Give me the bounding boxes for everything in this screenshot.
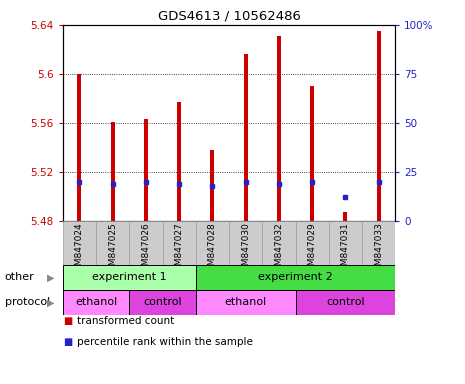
Bar (77, 74, 81, 221)
Text: control: control (326, 297, 365, 308)
Text: ethanol: ethanol (75, 297, 117, 308)
Text: GSM847032: GSM847032 (274, 222, 283, 277)
Text: experiment 1: experiment 1 (92, 272, 166, 283)
Text: GSM847027: GSM847027 (175, 222, 184, 277)
Bar (63, 221, 96, 265)
Text: GSM847025: GSM847025 (108, 222, 117, 277)
Text: GSM847028: GSM847028 (208, 222, 217, 277)
Text: GSM847031: GSM847031 (341, 222, 350, 277)
Text: other: other (5, 272, 34, 283)
Text: ■: ■ (63, 316, 72, 326)
Bar (262, 221, 295, 265)
Bar (177, 102, 181, 221)
Bar (210, 150, 214, 221)
Bar (196, 290, 296, 315)
Text: GSM847024: GSM847024 (75, 222, 84, 277)
Bar (296, 290, 395, 315)
Text: ethanol: ethanol (225, 297, 267, 308)
Bar (144, 119, 148, 221)
Bar (377, 31, 381, 221)
Bar (329, 221, 362, 265)
Bar (96, 221, 129, 265)
Title: GDS4613 / 10562486: GDS4613 / 10562486 (158, 9, 300, 22)
Bar (129, 290, 196, 315)
Bar (296, 221, 329, 265)
Bar (163, 221, 196, 265)
Text: GSM847026: GSM847026 (141, 222, 150, 277)
Text: GSM847030: GSM847030 (241, 222, 250, 277)
Bar (63, 290, 129, 315)
Text: transformed count: transformed count (77, 316, 174, 326)
Text: ▶: ▶ (46, 297, 54, 308)
Bar (343, 212, 347, 221)
Bar (63, 265, 196, 290)
Text: GSM847029: GSM847029 (308, 222, 317, 277)
Bar (229, 221, 262, 265)
Text: ■: ■ (63, 337, 72, 347)
Bar (244, 55, 248, 221)
Text: GSM847033: GSM847033 (374, 222, 383, 277)
Text: control: control (143, 297, 182, 308)
Bar (111, 122, 115, 221)
Text: protocol: protocol (5, 297, 50, 308)
Text: experiment 2: experiment 2 (258, 272, 333, 283)
Bar (129, 221, 163, 265)
Text: ▶: ▶ (46, 272, 54, 283)
Bar (362, 221, 395, 265)
Text: percentile rank within the sample: percentile rank within the sample (77, 337, 252, 347)
Bar (310, 86, 314, 221)
Bar (277, 36, 281, 221)
Bar (196, 265, 395, 290)
Bar (196, 221, 229, 265)
